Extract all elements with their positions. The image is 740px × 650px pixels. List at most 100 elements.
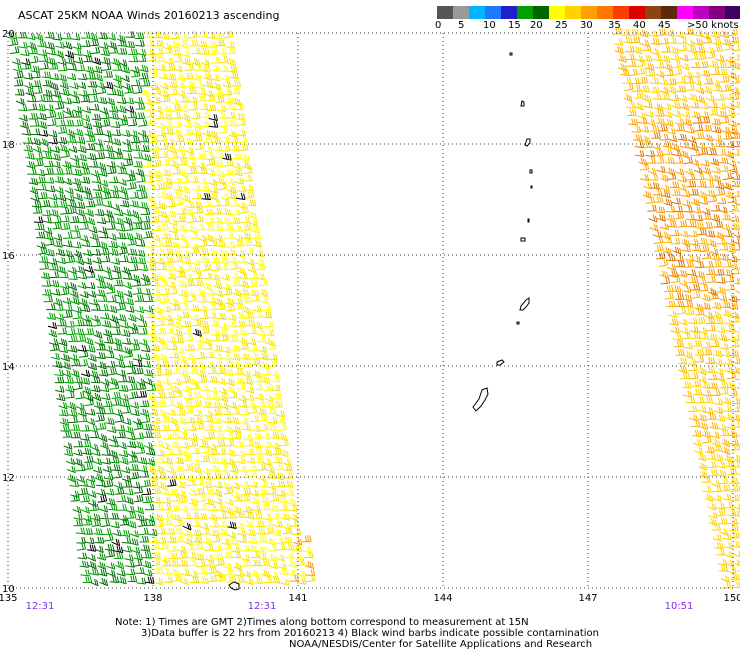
wind-barb: [229, 262, 239, 270]
wind-barb: [236, 118, 247, 127]
wind-barb: [124, 496, 134, 505]
wind-barb: [109, 314, 119, 324]
wind-barb: [701, 207, 711, 216]
wind-barb: [217, 312, 227, 321]
wind-barb: [200, 59, 210, 67]
wind-barb: [736, 522, 740, 525]
wind-barb: [197, 234, 207, 243]
wind-barb: [716, 326, 726, 334]
wind-barb: [268, 554, 277, 563]
wind-barb: [141, 288, 151, 296]
wind-barb: [737, 345, 740, 347]
wind-barb: [669, 94, 680, 102]
wind-barb: [218, 256, 229, 264]
wind-barb: [63, 310, 73, 318]
wind-barb: [101, 57, 111, 65]
wind-barb: [99, 247, 110, 255]
wind-barb: [659, 133, 669, 141]
wind-barb: [140, 544, 151, 552]
wind-barb: [85, 65, 95, 74]
wind-barb: [73, 56, 84, 65]
note-line-2: 3)Data buffer is 22 hrs from 20160213 4)…: [141, 628, 599, 639]
wind-barb: [57, 136, 68, 144]
wind-barb: [216, 574, 226, 582]
wind-barb: [650, 86, 660, 94]
wind-barb: [633, 134, 643, 142]
wind-barb: [710, 67, 720, 76]
wind-barb: [659, 86, 669, 94]
map-title: ASCAT 25KM NOAA Winds 20160213 ascending: [18, 9, 280, 22]
wind-barb: [676, 306, 687, 315]
wind-barb: [92, 57, 102, 66]
wind-barb: [56, 257, 66, 265]
wind-barb: [110, 521, 120, 529]
island-outline: [228, 581, 240, 591]
wind-barb: [710, 431, 720, 439]
wind-barb: [215, 558, 225, 566]
wind-barb: [722, 397, 732, 405]
wind-barb: [224, 506, 234, 515]
wind-barb: [91, 519, 102, 527]
wind-barb: [696, 95, 706, 104]
wind-barb: [164, 248, 174, 256]
wind-barb: [154, 112, 165, 120]
wind-barb: [60, 150, 70, 158]
wind-barb: [684, 351, 694, 360]
wind-barb: [226, 511, 237, 519]
wind-barb: [671, 101, 681, 110]
wind-barb: [54, 376, 65, 384]
wind-barb: [231, 551, 242, 559]
wind-barb: [161, 568, 171, 576]
wind-barb: [187, 433, 198, 441]
wind-barb: [209, 192, 219, 201]
pass-time-label: 12:31: [26, 601, 55, 612]
wind-barb: [121, 74, 130, 83]
wind-barb: [669, 229, 680, 237]
wind-barb: [67, 401, 77, 411]
wind-barb: [112, 529, 122, 537]
wind-barb: [173, 254, 184, 263]
wind-barb: [139, 527, 149, 536]
wind-barb: [203, 80, 214, 89]
wind-barb: [39, 62, 49, 70]
wind-barb: [90, 169, 100, 178]
wind-barb: [249, 415, 260, 422]
wind-barb: [209, 529, 220, 537]
wind-barb: [77, 408, 87, 417]
wind-barb: [216, 448, 227, 455]
wind-barb: [237, 201, 247, 210]
wind-barb: [688, 364, 698, 371]
wind-barb: [736, 382, 740, 389]
wind-barb: [154, 384, 165, 392]
wind-barb: [124, 553, 134, 562]
wind-barb: [219, 394, 229, 403]
wind-barb: [214, 297, 224, 307]
wind-barb: [213, 488, 223, 498]
wind-barb: [125, 505, 135, 513]
wind-barb: [108, 105, 119, 113]
wind-barb: [259, 296, 269, 304]
wind-barb: [283, 464, 293, 472]
wind-barb: [280, 513, 291, 521]
wind-barb: [252, 511, 263, 520]
wind-barb: [83, 55, 93, 63]
wind-barb: [247, 406, 258, 415]
wind-barb: [216, 240, 226, 248]
wind-barb: [163, 511, 174, 520]
wind-barb: [95, 274, 105, 283]
wind-barb: [126, 173, 136, 182]
wind-barb: [59, 271, 69, 279]
wind-barb: [202, 129, 211, 138]
wind-barb: [728, 389, 738, 397]
wind-barb: [209, 520, 219, 528]
wind-barb: [670, 326, 680, 335]
wind-barb: [117, 375, 128, 383]
wind-barb: [666, 167, 676, 176]
colorbar-labels: 0 5 10 15 20 25 30 35 40 45 >50 knots: [430, 20, 740, 32]
wind-barb: [260, 376, 271, 384]
wind-barb: [182, 454, 193, 462]
wind-barb: [118, 384, 129, 392]
latitude-tick-label: 16: [2, 251, 15, 262]
wind-barb: [213, 151, 224, 159]
wind-barb: [277, 496, 288, 503]
